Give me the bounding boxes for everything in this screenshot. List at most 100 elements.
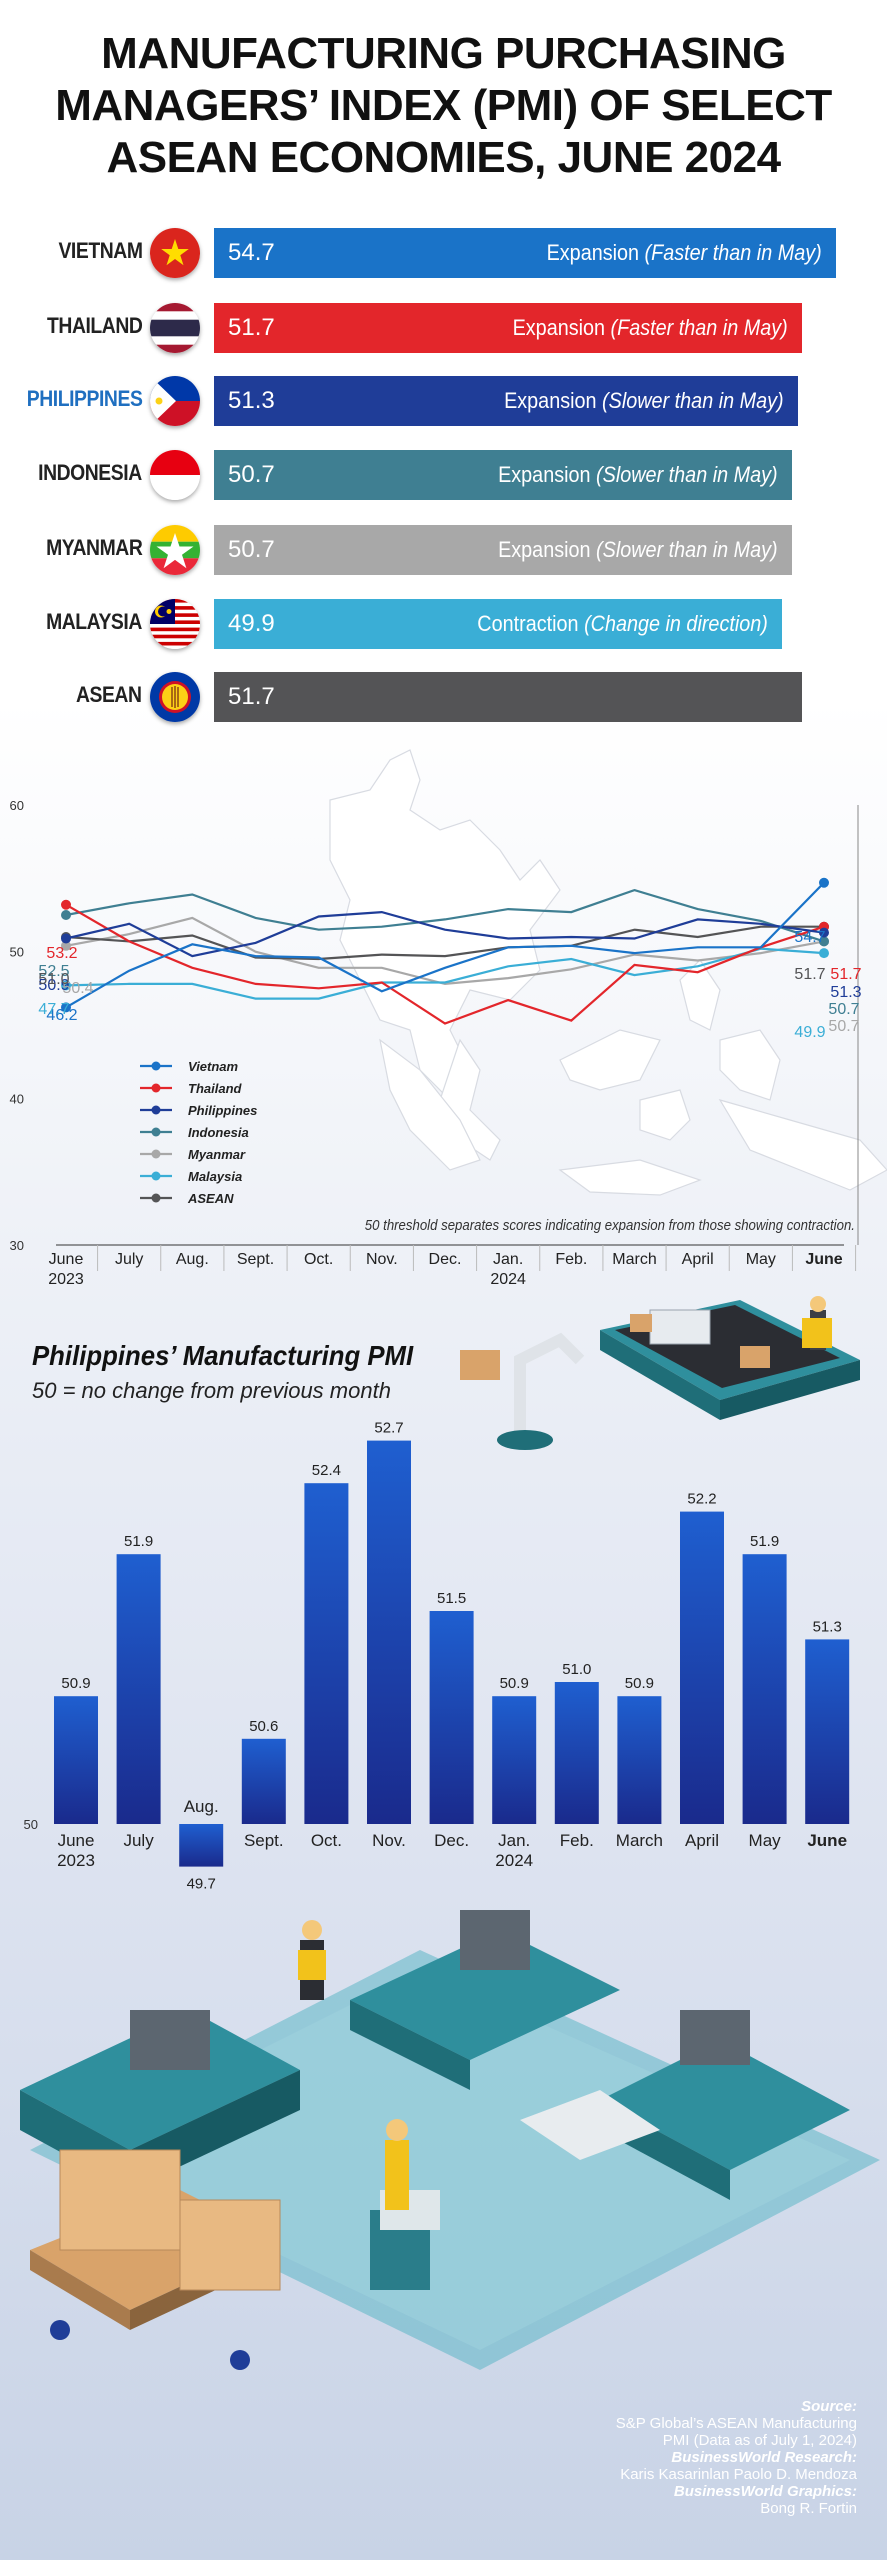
bar (805, 1639, 850, 1824)
title-line-1: MANUFACTURING PURCHASING (101, 29, 786, 78)
start-value-label: 52.5 (38, 963, 69, 980)
bar-category-label: March (616, 1831, 663, 1850)
bar-value-label: 50.9 (625, 1675, 654, 1692)
bar-chart-subtitle: 50 = no change from previous month (32, 1378, 391, 1403)
status-note: (Change in direction) (584, 611, 768, 636)
x-tick-label: June (805, 1251, 842, 1268)
map-silhouette (329, 749, 887, 1196)
x-tick-label: Nov. (366, 1251, 398, 1268)
line-chart-value-labels: 46.2 54.7 53.2 51.7 50.9 51.3 52.5 50.7 50.4 50.7… (38, 929, 861, 1041)
bar-value-label: 51.9 (750, 1533, 779, 1550)
bar-category-label: Aug. (184, 1797, 219, 1816)
country-name: THAILAND (46, 313, 143, 338)
title-line-3: ASEAN ECONOMIES, JUNE 2024 (106, 133, 781, 182)
status-word: Contraction (477, 611, 579, 636)
status-text: Expansion (Faster than in May) (513, 315, 788, 341)
bar-value-label: 51.3 (813, 1618, 842, 1635)
status-word: Expansion (546, 240, 640, 265)
series-line-malaysia (65, 947, 825, 1000)
bar (492, 1696, 537, 1824)
pmi-value: 51.7 (228, 683, 275, 710)
series-end-point-philippines (819, 927, 829, 938)
country-row-vietnam: VIETNAM 54.7 Expansion (Faster than in M… (0, 226, 887, 280)
country-name: VIETNAM (57, 238, 142, 263)
value-bar: 51.7 (214, 672, 802, 722)
pmi-value: 49.9 (228, 610, 275, 637)
start-value-label: 47.7 (38, 1001, 69, 1018)
x-tick-label: June (49, 1251, 84, 1268)
indonesia-flag-icon (150, 450, 200, 500)
source-line-1: S&P Global’s ASEAN Manufacturing (615, 2415, 857, 2432)
bar (367, 1440, 411, 1824)
bar-value-label: 50.9 (61, 1675, 90, 1692)
status-word: Expansion (512, 315, 606, 340)
legend-label: Indonesia (188, 1125, 249, 1140)
legend-swatch-dot (151, 1193, 161, 1203)
pmi-value: 51.7 (228, 314, 275, 341)
start-value-label: 50.9 (38, 977, 69, 994)
start-value-label: 50.4 (62, 980, 93, 997)
source-credits: Source: S&P Global’s ASEAN Manufacturing… (616, 2398, 857, 2517)
series-line-indonesia (65, 888, 825, 943)
malaysia-flag-icon (150, 599, 200, 649)
pmi-value: 50.7 (228, 536, 275, 563)
series-line-thailand (65, 903, 825, 1025)
x-tick-label: May (746, 1251, 776, 1268)
baseline-label: 50 (24, 1817, 38, 1832)
y-tick-label: 40 (10, 1091, 24, 1106)
bar-category-label: May (749, 1831, 782, 1850)
value-bar: 51.3 Expansion (Slower than in May) (214, 376, 798, 426)
research-names: Karis Kasarinlan Paolo D. Mendoza (620, 2466, 857, 2483)
series-end-point-vietnam (819, 877, 829, 888)
x-tick-label: Aug. (176, 1251, 209, 1268)
source-label: Source: (801, 2398, 857, 2415)
value-bar: 54.7 Expansion (Faster than in May) (214, 228, 836, 278)
series-line-philippines (65, 910, 825, 958)
status-text: Expansion (Faster than in May) (547, 240, 822, 266)
country-name: PHILIPPINES (26, 386, 142, 411)
status-note: (Slower than in May) (602, 388, 784, 413)
x-tick-label: Feb. (555, 1251, 587, 1268)
value-bar: 50.7 Expansion (Slower than in May) (214, 450, 792, 500)
x-tick-label: Sept. (237, 1251, 274, 1268)
x-tick-label: 2023 (48, 1271, 84, 1288)
bar-value-label: 52.2 (687, 1491, 716, 1508)
x-tick-label: Dec. (429, 1251, 462, 1268)
legend-swatch-dot (151, 1083, 161, 1093)
source-line-2: PMI (Data as of July 1, 2024) (662, 2432, 857, 2449)
legend-label: ASEAN (187, 1191, 234, 1206)
bar (116, 1554, 161, 1824)
value-bar: 51.7 Expansion (Faster than in May) (214, 303, 802, 353)
series-end-point-malaysia (819, 948, 829, 959)
legend-label: Malaysia (188, 1169, 242, 1184)
legend-swatch-dot (151, 1149, 161, 1159)
status-text: Expansion (Slower than in May) (498, 462, 778, 488)
page-title: MANUFACTURING PURCHASING MANAGERS’ INDEX… (0, 28, 887, 184)
series-start-point-malaysia (61, 980, 71, 991)
bar-value-label: 52.7 (374, 1420, 403, 1437)
country-name: MYANMAR (45, 535, 143, 560)
thailand-flag-icon (150, 303, 200, 353)
bar-category-label: Nov. (372, 1831, 406, 1850)
status-text: Expansion (Slower than in May) (504, 388, 784, 414)
end-value-label: 51.7 (794, 966, 825, 983)
country-row-thailand: THAILAND 51.7 Expansion (Faster than in … (0, 301, 887, 355)
series-line-asean (65, 925, 824, 961)
series-end-point-indonesia (819, 936, 829, 947)
x-tick-label: July (115, 1251, 143, 1268)
series-start-point-myanmar (61, 940, 71, 951)
bar-value-label: 49.7 (187, 1876, 216, 1890)
legend-swatch-dot (151, 1171, 161, 1181)
legend-label: Vietnam (188, 1059, 239, 1074)
country-row-myanmar: MYANMAR 50.7 Expansion (Slower than in M… (0, 523, 887, 577)
status-word: Expansion (498, 537, 591, 562)
bar (304, 1483, 349, 1824)
series-start-point-philippines (61, 933, 71, 944)
bar (617, 1696, 662, 1824)
value-bar: 50.7 Expansion (Slower than in May) (214, 525, 792, 575)
legend-swatch-dot (151, 1105, 161, 1115)
pmi-value: 54.7 (228, 239, 275, 266)
series-line-myanmar (65, 916, 825, 986)
legend-label: Philippines (188, 1103, 257, 1118)
bar-category-label: Sept. (244, 1831, 284, 1850)
